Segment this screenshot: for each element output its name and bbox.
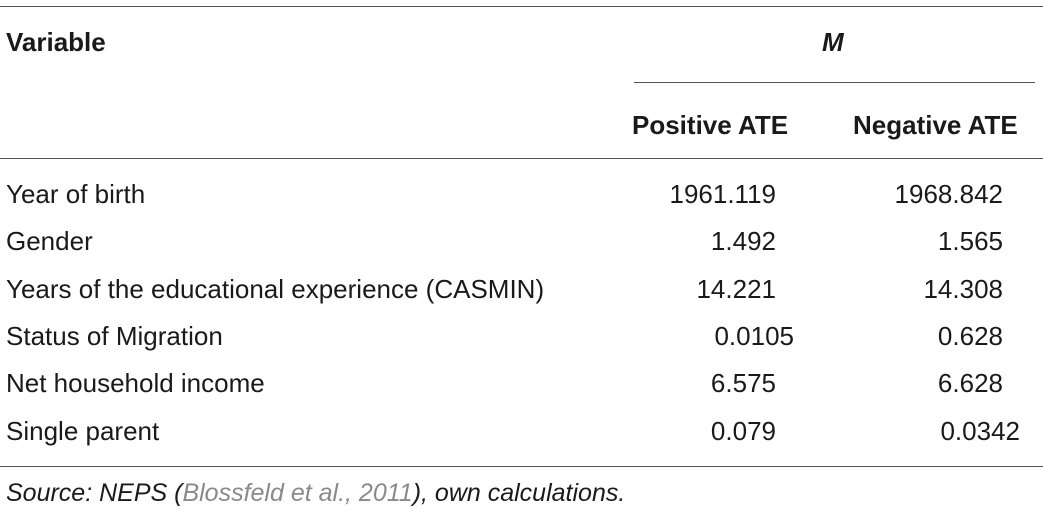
row-negative-value: 14.308 (923, 274, 1003, 304)
header-negative-ate: Negative ATE (853, 110, 1018, 140)
header-positive-ate: Positive ATE (632, 110, 789, 140)
top-rule (0, 6, 1043, 7)
row-positive-value: 6.575 (710, 368, 776, 398)
row-positive-value: 0.079 (710, 416, 776, 446)
row-negative-value: 1.565 (937, 226, 1003, 256)
citation-link[interactable]: Blossfeld et al., 2011 (182, 479, 413, 507)
row-label: Year of birth (6, 179, 146, 209)
row-label: Net household income (6, 368, 265, 398)
row-negative-value: 6.628 (937, 368, 1003, 398)
row-positive-value: 14.221 (696, 274, 776, 304)
footnote-suffix: ), own calculations. (412, 479, 626, 507)
header-rule (0, 158, 1043, 159)
row-negative-value: 1968.842 (894, 179, 1003, 209)
group-rule (634, 82, 1035, 83)
row-label: Single parent (6, 416, 160, 446)
row-negative-value: 0.628 (937, 321, 1003, 351)
row-label: Status of Migration (6, 321, 223, 351)
bottom-rule (0, 466, 1043, 467)
header-group-m: M (822, 27, 844, 57)
row-label: Years of the educational experience (CAS… (6, 274, 545, 304)
row-positive-value: 0.0105 (714, 321, 794, 351)
row-label: Gender (6, 226, 93, 256)
row-positive-value: 1961.119 (669, 179, 776, 209)
row-negative-value: 0.0342 (940, 416, 1020, 446)
header-variable: Variable (6, 27, 106, 57)
source-footnote: Source: NEPS (Blossfeld et al., 2011), o… (6, 478, 625, 508)
row-positive-value: 1.492 (710, 226, 776, 256)
footnote-prefix: Source: NEPS ( (6, 479, 183, 507)
